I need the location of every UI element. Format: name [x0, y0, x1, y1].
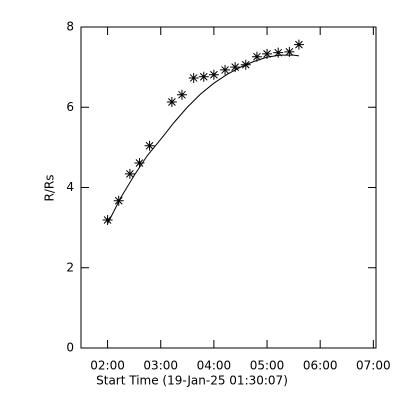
y-tick-label: 8 — [66, 20, 74, 34]
star-marker — [273, 47, 284, 58]
star-marker — [166, 97, 177, 108]
star-marker — [176, 89, 187, 100]
star-marker — [251, 51, 262, 62]
y-tick-label: 0 — [66, 341, 74, 355]
x-tick-label: 05:00 — [250, 359, 285, 373]
star-marker — [188, 72, 199, 83]
star-marker — [220, 64, 231, 75]
fit-line — [107, 54, 300, 224]
plot-frame — [80, 26, 377, 349]
star-marker — [208, 69, 219, 80]
x-axis-label: Start Time (19-Jan-25 01:30:07) — [96, 374, 288, 388]
x-tick-label: 04:00 — [197, 359, 232, 373]
star-marker — [102, 215, 113, 226]
star-marker — [230, 62, 241, 73]
x-tick-label: 07:00 — [356, 359, 391, 373]
x-tick-label: 06:00 — [303, 359, 338, 373]
y-tick-label: 6 — [66, 100, 74, 114]
x-tick-label: 03:00 — [143, 359, 178, 373]
star-marker — [144, 140, 155, 151]
star-marker — [293, 39, 304, 50]
star-marker — [262, 48, 273, 59]
y-tick-label: 2 — [66, 260, 74, 274]
star-marker — [134, 158, 145, 169]
star-marker — [284, 46, 295, 57]
x-tick-label: 02:00 — [90, 359, 125, 373]
star-marker — [124, 168, 135, 179]
y-tick-label: 4 — [66, 180, 74, 194]
y-axis-label: R/Rs — [43, 175, 57, 202]
star-marker — [198, 71, 209, 82]
